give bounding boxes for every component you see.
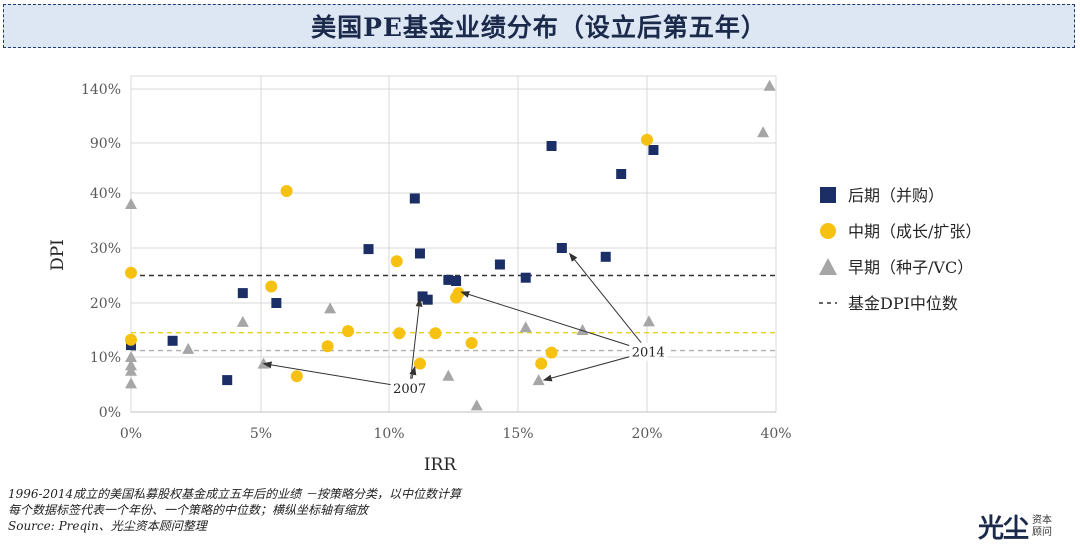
buyout-point <box>443 274 454 285</box>
early-stage-point <box>125 364 137 376</box>
logo-sub-text: 资本 顾问 <box>1032 515 1062 539</box>
brand-logo: 光尘 资本 顾问 <box>978 508 1062 545</box>
legend-label: 早期（种子/VC） <box>848 258 973 277</box>
growth-point <box>452 287 465 300</box>
x-tick-label: 40% <box>760 426 791 442</box>
early-stage-point <box>763 79 776 91</box>
y-tick-label: 90% <box>90 136 121 152</box>
buyout-point <box>556 243 567 253</box>
annotation-label: 2014 <box>632 346 665 361</box>
buyout-point <box>222 375 233 386</box>
early-stage-point <box>576 324 589 335</box>
y-tick-label: 40% <box>90 186 121 202</box>
growth-point <box>429 327 442 340</box>
early-stage-point <box>125 198 137 209</box>
buyout-point <box>271 298 282 308</box>
annotation-label: 2007 <box>393 382 426 397</box>
annotation-arrow <box>409 297 423 388</box>
buyout-point <box>409 193 420 204</box>
y-tick-label: 30% <box>90 241 121 257</box>
legend-buyout-marker <box>820 187 836 203</box>
early-stage-point <box>532 374 545 386</box>
page-title: 美国PE基金业绩分布（设立后第五年） <box>311 13 767 42</box>
annotation-arrow <box>262 361 410 389</box>
growth-point <box>125 266 137 279</box>
growth-point <box>125 333 137 346</box>
note-source: Source: Preqin、光尘资本顾问整理 <box>8 519 207 533</box>
early-stage-point <box>442 369 455 381</box>
note-line-1: 1996-2014成立的美国私募股权基金成立五年后的业绩 －按策略分类，以中位数… <box>8 487 461 501</box>
legend-label: 中期（成长/扩张） <box>848 222 981 241</box>
x-tick-label: 20% <box>631 426 662 442</box>
annotation-label-bg <box>629 342 668 361</box>
growth-point <box>321 340 334 353</box>
early-stage-point <box>642 315 655 327</box>
title-banner: 美国PE基金业绩分布（设立后第五年） <box>3 4 1075 48</box>
buyout-point <box>422 294 433 305</box>
early-stage-point <box>757 126 770 138</box>
buyout-point <box>600 251 611 262</box>
buyout-point <box>237 288 248 299</box>
buyout-point <box>414 248 425 259</box>
legend-label: 基金DPI中位数 <box>848 294 958 313</box>
growth-point <box>342 325 355 338</box>
buyout-point <box>363 244 374 255</box>
buyout-point <box>494 259 505 270</box>
growth-point <box>545 346 558 359</box>
early-stage-point <box>470 399 483 411</box>
x-axis-title: IRR <box>424 455 458 475</box>
y-tick-label: 10% <box>90 350 121 366</box>
growth-point <box>290 370 303 383</box>
annotation-label-bg <box>390 378 429 397</box>
growth-point <box>390 255 403 268</box>
x-tick-label: 15% <box>502 426 533 442</box>
early-stage-point <box>125 377 137 389</box>
y-tick-label: 20% <box>90 296 121 312</box>
y-tick-label: 140% <box>81 82 121 98</box>
growth-point <box>280 185 293 197</box>
annotation-arrow <box>460 291 649 353</box>
growth-point <box>265 280 278 293</box>
buyout-point <box>648 145 659 155</box>
buyout-point <box>167 335 178 346</box>
buyout-point <box>616 169 627 179</box>
growth-point <box>413 357 426 370</box>
x-tick-label: 10% <box>373 426 404 442</box>
note-line-2: 每个数据标签代表一个年份、一个策略的中位数；横纵坐标轴有缩放 <box>8 503 369 517</box>
y-tick-label: 0% <box>99 405 121 421</box>
growth-point <box>465 336 478 349</box>
buyout-point <box>451 276 462 286</box>
legend-label: 后期（并购） <box>848 186 944 205</box>
logo-sub-top: 资本 <box>1032 514 1053 526</box>
growth-point <box>535 357 548 370</box>
legend-early-stage-marker <box>819 258 837 275</box>
logo-sub-bottom: 顾问 <box>1032 526 1053 538</box>
logo-main-text: 光尘 <box>978 514 1029 544</box>
x-tick-label: 0% <box>120 426 142 442</box>
plot-area-border <box>130 75 777 413</box>
early-stage-point <box>257 357 270 369</box>
annotation-arrow <box>568 252 649 352</box>
legend-growth-marker <box>820 223 836 239</box>
early-stage-point <box>519 321 532 333</box>
growth-point <box>393 327 406 340</box>
y-axis-title: DPI <box>48 239 68 271</box>
growth-point <box>641 133 653 146</box>
buyout-point <box>546 141 557 151</box>
buyout-point <box>520 272 531 283</box>
early-stage-point <box>125 351 137 362</box>
early-stage-point <box>324 302 337 314</box>
early-stage-point <box>182 342 195 354</box>
buyout-point <box>417 291 428 302</box>
early-stage-point <box>236 315 249 327</box>
x-tick-label: 5% <box>250 426 272 442</box>
